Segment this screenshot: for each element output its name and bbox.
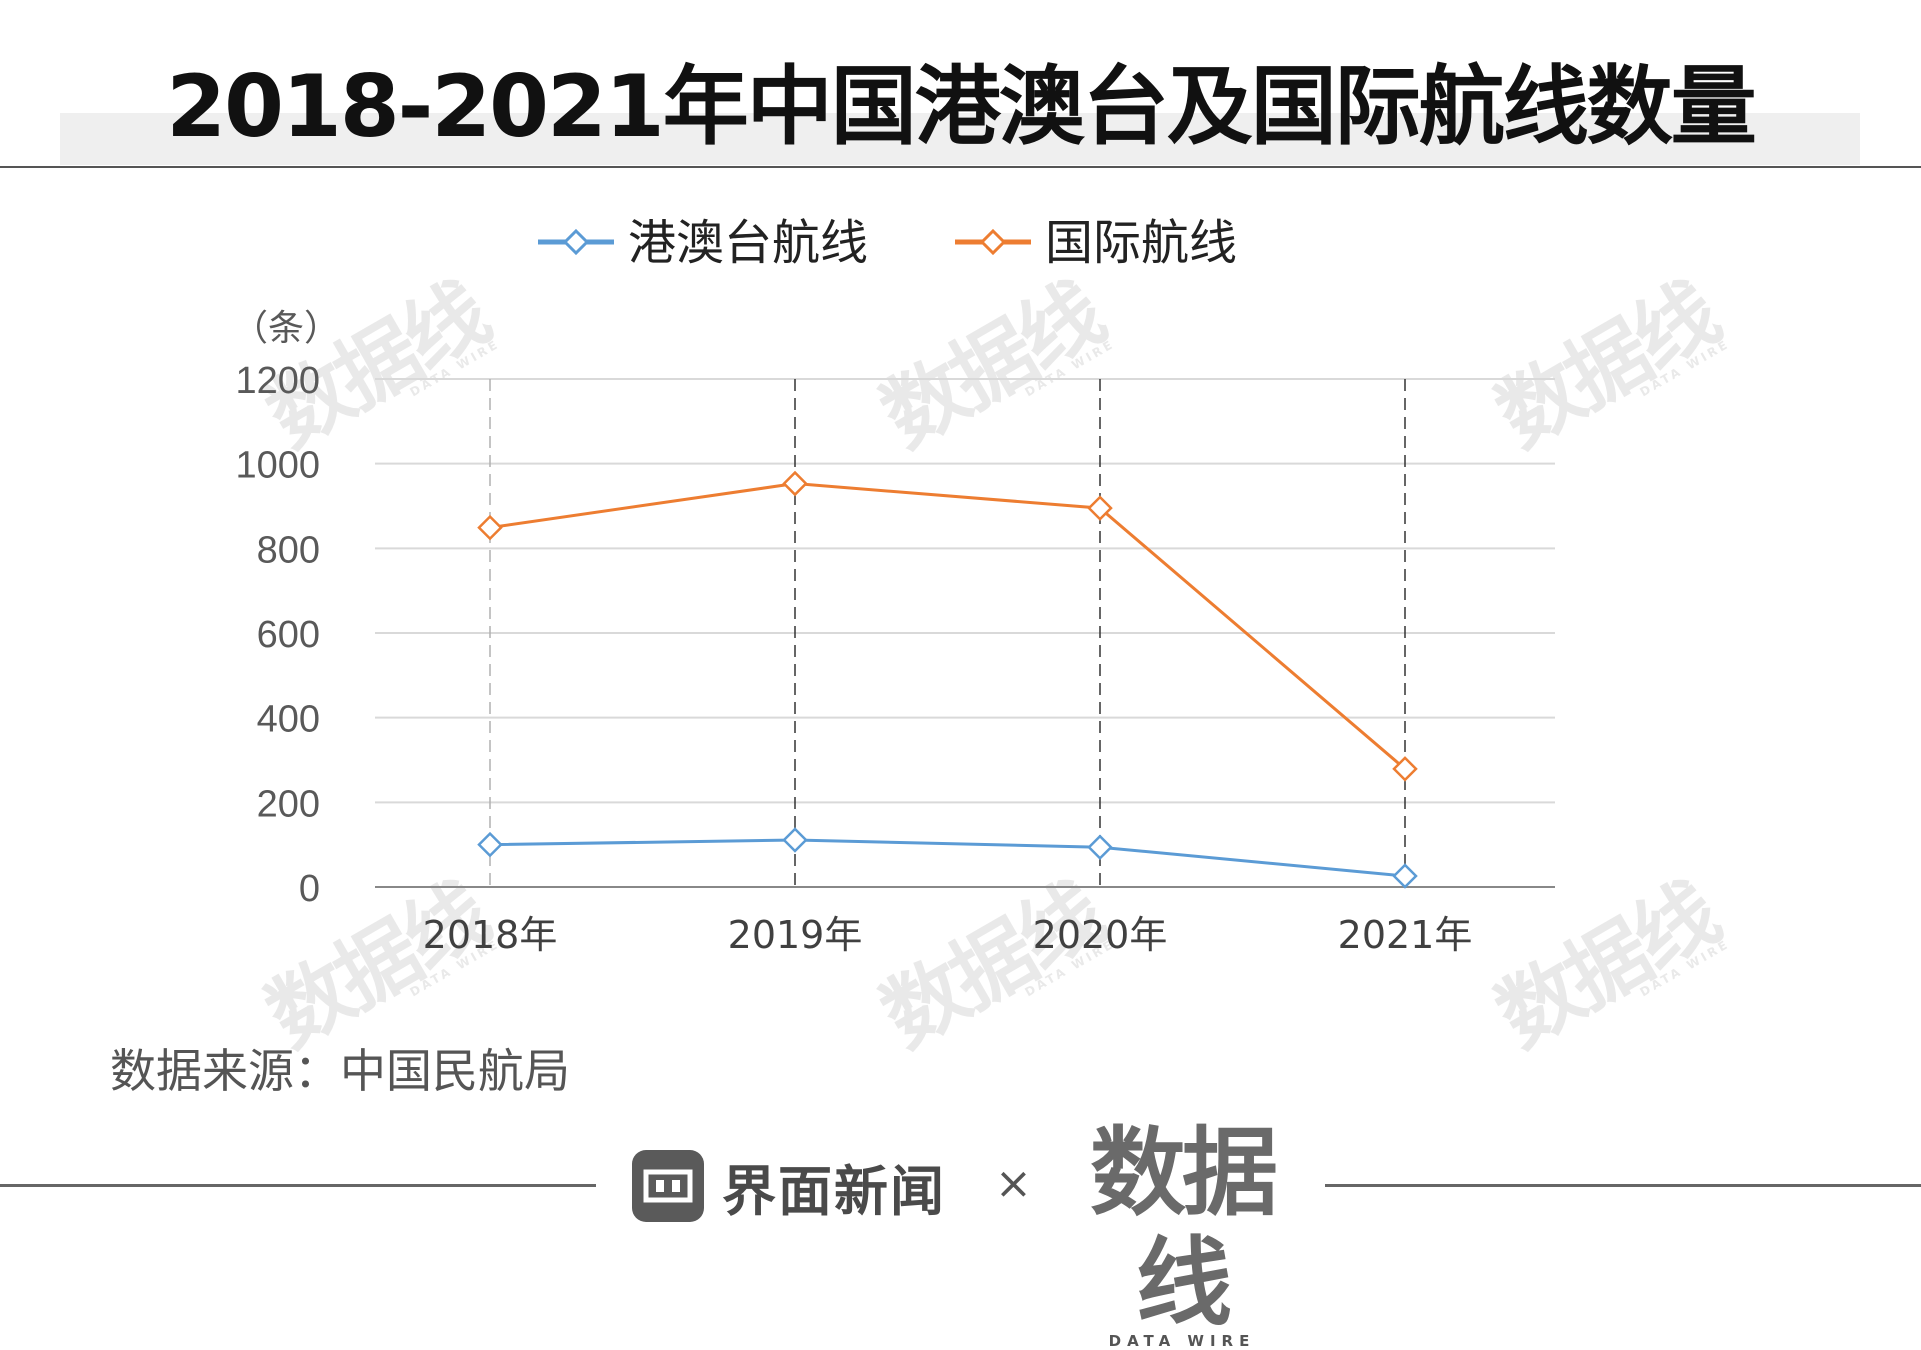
separator-mark: × (995, 1158, 1032, 1209)
data-point-marker (1087, 495, 1113, 521)
data-point-marker (477, 831, 503, 858)
y-axis-unit: （条） (232, 308, 340, 349)
y-tick-label: 800 (257, 529, 320, 571)
footer-rule-right (1325, 1184, 1921, 1187)
legend-marker (562, 228, 590, 256)
x-tick-label: 2019年 (728, 913, 863, 957)
data-point-marker (1392, 756, 1418, 782)
data-point-marker (477, 514, 503, 541)
data-point-marker (782, 470, 808, 497)
chart-title: 2018-2021年中国港澳台及国际航线数量 (166, 57, 1756, 157)
data-point-marker (782, 827, 808, 853)
y-tick-label: 1000 (235, 445, 320, 487)
data-point-marker (1087, 834, 1113, 860)
legend-marker (979, 228, 1007, 256)
data-wire-logo-text: 数据线 (1090, 1117, 1278, 1339)
y-tick-label: 600 (257, 614, 320, 656)
legend-label: 国际航线 (1045, 215, 1237, 271)
y-tick-label: 400 (257, 699, 320, 741)
y-tick-label: 1200 (235, 360, 320, 402)
x-tick-label: 2020年 (1033, 913, 1168, 957)
title-divider (0, 166, 1921, 168)
data-source: 数据来源：中国民航局 (110, 1044, 570, 1098)
y-tick-label: 200 (257, 783, 320, 825)
data-wire-logo: 数据线 DATA WIRE (1072, 1118, 1292, 1350)
series-line (489, 482, 1406, 771)
data-point-marker (1392, 863, 1418, 889)
jiemian-brand: 界面新闻 (632, 1150, 946, 1223)
data-wire-logo-sub: DATA WIRE (1108, 1332, 1256, 1350)
jiemian-logo-icon (632, 1150, 704, 1222)
footer-rule-left (0, 1184, 596, 1187)
brand-name: 界面新闻 (722, 1159, 946, 1223)
x-tick-label: 2021年 (1338, 913, 1473, 957)
y-tick-label: 0 (299, 868, 320, 910)
legend-label: 港澳台航线 (628, 215, 868, 271)
title-background-band (60, 113, 1860, 165)
x-tick-label: 2018年 (423, 913, 558, 957)
line-chart: 0 200 400 600 800 1000 1200 （条） 2018年 2019年 2020年 2… (232, 215, 1555, 957)
series-line (489, 838, 1406, 878)
